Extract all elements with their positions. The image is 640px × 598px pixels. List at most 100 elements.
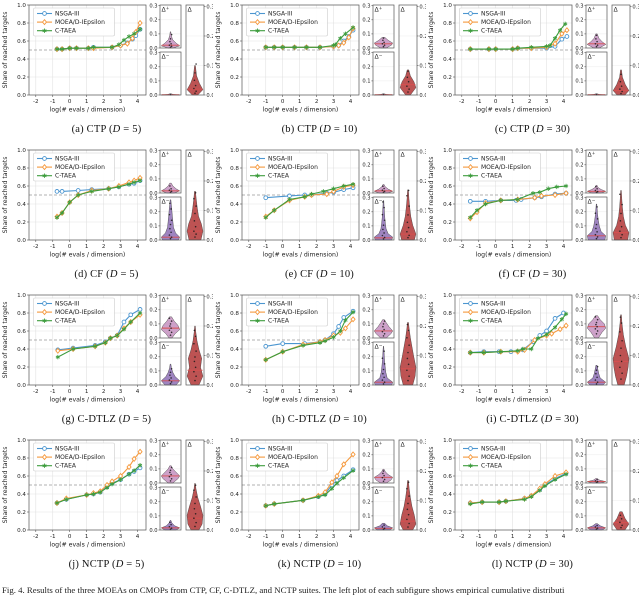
violin-dot <box>194 212 196 215</box>
svg-text:1.0: 1.0 <box>230 148 239 154</box>
svg-text:0.3: 0.3 <box>632 149 639 155</box>
series-c-taea <box>468 472 569 507</box>
violin-dot <box>169 371 172 374</box>
legend-label: MOEA/D-IEpsilon <box>268 309 318 316</box>
svg-text:0.1: 0.1 <box>362 177 370 183</box>
x-axis-label: log(# evals / dimension) <box>476 397 552 404</box>
svg-text:0.3: 0.3 <box>149 294 157 300</box>
legend-label: MOEA/D-IEpsilon <box>481 164 531 171</box>
violin-dot <box>382 480 385 483</box>
svg-text:2: 2 <box>315 99 319 105</box>
svg-text:4: 4 <box>349 534 353 540</box>
svg-text:0.1: 0.1 <box>419 498 426 504</box>
subfig-caption-text: D <box>112 124 121 135</box>
violin-dot <box>382 325 384 328</box>
svg-text:-2: -2 <box>33 389 39 395</box>
violin-dot <box>407 214 409 216</box>
violin-panel-label: Δ+ <box>588 296 596 304</box>
violin-dot <box>195 233 197 235</box>
violin-dot <box>620 225 623 228</box>
svg-text:0.3: 0.3 <box>149 51 157 57</box>
violin-dot <box>619 230 621 232</box>
violin-dot <box>194 191 197 194</box>
svg-text:0.2: 0.2 <box>362 453 370 459</box>
violin-dot <box>595 383 598 385</box>
svg-text:0.0: 0.0 <box>17 93 26 99</box>
subfig-caption: (c) CTP (D = 30) <box>495 124 570 135</box>
svg-text:0.4: 0.4 <box>443 492 452 498</box>
svg-text:-2: -2 <box>246 244 252 250</box>
svg-text:0.0: 0.0 <box>149 528 157 534</box>
subfig-caption-text: (j) NCTP ( <box>68 559 116 570</box>
subfig-caption-text: (k) NCTP ( <box>277 559 328 570</box>
violin-dot <box>169 323 172 325</box>
svg-text:1.0: 1.0 <box>230 3 239 9</box>
legend-label: C-TAEA <box>268 463 290 470</box>
svg-text:0.2: 0.2 <box>230 365 239 371</box>
series-c-taea <box>263 182 356 220</box>
legend-label: C-TAEA <box>268 28 290 35</box>
violin-dot <box>170 33 173 36</box>
svg-text:0.8: 0.8 <box>443 311 452 317</box>
svg-text:0.0: 0.0 <box>362 238 370 244</box>
violin-dot <box>383 236 386 239</box>
violin-panel: 0.0 0.1 0.2 0.3 Δ <box>398 294 426 389</box>
svg-text:0.8: 0.8 <box>17 311 26 317</box>
violin-dot <box>194 225 197 228</box>
main-plot: -2 -1 0 1 2 3 4 0.0 0.2 0.4 0.6 0.8 1.0 log(# evals /… <box>428 148 573 259</box>
violin-dot <box>193 342 195 345</box>
legend-label: NSGA-III <box>481 156 506 163</box>
violin-dot <box>194 366 197 369</box>
svg-text:-1: -1 <box>263 244 269 250</box>
violin-dot <box>170 45 173 48</box>
violin-dot <box>193 79 196 82</box>
violin-dot <box>621 90 623 93</box>
violin-panel-label: Δ− <box>162 54 170 61</box>
svg-text:3: 3 <box>332 99 336 105</box>
violin-shape <box>186 191 204 241</box>
series-c-taea <box>263 468 356 508</box>
y-axis-label: Share of reached targets <box>428 157 435 234</box>
legend-label: C-TAEA <box>481 173 503 180</box>
violin-dot <box>408 522 410 525</box>
violin-dot <box>382 37 385 39</box>
violin-dot <box>620 92 622 95</box>
legend-label: NSGA-III <box>481 446 506 453</box>
subfig-caption-text: = 10) <box>334 559 362 570</box>
svg-text:0.4: 0.4 <box>230 202 239 208</box>
svg-text:0.2: 0.2 <box>149 355 157 361</box>
violin-dot <box>408 88 410 90</box>
violin-panel: 0.0 0.1 0.2 0.3 Δ+ <box>149 439 182 487</box>
violin-dot <box>168 379 171 381</box>
legend-label: MOEA/D-IEpsilon <box>481 454 531 461</box>
svg-text:4: 4 <box>562 389 566 395</box>
y-axis-label: Share of reached targets <box>215 12 222 89</box>
svg-text:-2: -2 <box>246 534 252 540</box>
svg-text:0.1: 0.1 <box>362 322 370 328</box>
violin-shape <box>612 69 630 96</box>
violin-shape <box>374 319 393 339</box>
violin-panel: 0.0 0.1 0.2 0.3 Δ <box>398 149 426 244</box>
violin-panel-label: Δ <box>188 442 193 449</box>
x-axis-label: log(# evals / dimension) <box>50 542 126 549</box>
svg-text:0.1: 0.1 <box>632 63 639 69</box>
y-axis-label: Share of reached targets <box>428 447 435 524</box>
svg-text:0.2: 0.2 <box>362 163 370 169</box>
svg-text:0.6: 0.6 <box>443 184 452 190</box>
violin-dot <box>406 487 408 490</box>
svg-text:0.2: 0.2 <box>149 163 157 169</box>
svg-text:0: 0 <box>281 389 285 395</box>
svg-text:0.0: 0.0 <box>443 93 452 99</box>
violin-dot <box>407 189 410 192</box>
svg-text:0.0: 0.0 <box>17 238 26 244</box>
subfig-caption: (k) NCTP (D = 10) <box>278 559 362 570</box>
svg-text:1: 1 <box>298 389 302 395</box>
violin-dot <box>193 220 196 222</box>
legend-label: MOEA/D-IEpsilon <box>55 309 105 316</box>
legend-label: C-TAEA <box>268 318 290 325</box>
violin-dot <box>619 331 621 333</box>
svg-text:0.0: 0.0 <box>206 383 213 389</box>
svg-text:0.0: 0.0 <box>206 528 213 534</box>
svg-text:1.0: 1.0 <box>443 148 452 154</box>
violin-panel: 0.0 0.1 0.2 0.3 Δ− <box>575 486 608 534</box>
